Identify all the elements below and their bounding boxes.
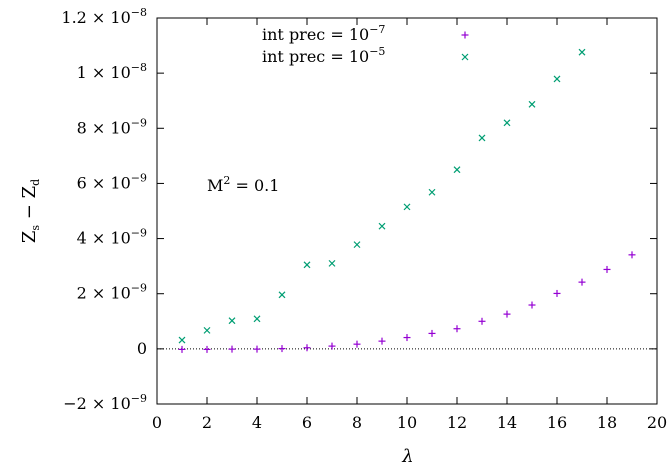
data-point-series-1 bbox=[503, 310, 511, 318]
data-point-series-2 bbox=[278, 291, 286, 299]
data-point-series-2 bbox=[528, 100, 536, 108]
data-point-series-1 bbox=[378, 337, 386, 345]
y-axis-ticks: −2 × 10−9 0 2 × 10−9 4 × 10−9 6 × 10−9 8 × 10… bbox=[61, 6, 657, 413]
data-point-series-2 bbox=[178, 336, 186, 344]
data-point-series-1 bbox=[453, 325, 461, 333]
data-point-series-1 bbox=[428, 329, 436, 337]
data-point-series-2 bbox=[253, 315, 261, 323]
data-point-series-1 bbox=[303, 344, 311, 352]
data-point-series-1 bbox=[253, 345, 261, 353]
data-point-series-1 bbox=[278, 345, 286, 353]
data-point-series-1 bbox=[528, 301, 536, 309]
x-tick-label: 8 bbox=[352, 413, 362, 432]
y-tick-label: 1.2 × 10−8 bbox=[61, 6, 147, 27]
data-points bbox=[178, 48, 636, 353]
legend-marker-plus bbox=[461, 31, 469, 39]
mass-annotation: M2 = 0.1 bbox=[207, 174, 279, 195]
x-tick-label: 2 bbox=[202, 413, 212, 432]
data-point-series-1 bbox=[228, 345, 236, 353]
y-tick-label: −2 × 10−9 bbox=[63, 392, 147, 413]
data-point-series-2 bbox=[228, 317, 236, 325]
x-tick-label: 0 bbox=[152, 413, 162, 432]
data-point-series-1 bbox=[178, 345, 186, 353]
data-point-series-2 bbox=[203, 326, 211, 334]
data-point-series-2 bbox=[328, 259, 336, 267]
legend-marker-cross bbox=[461, 53, 469, 61]
x-tick-label: 16 bbox=[547, 413, 567, 432]
y-tick-label: 6 × 10−9 bbox=[77, 171, 147, 192]
data-point-series-2 bbox=[303, 261, 311, 269]
data-point-series-1 bbox=[353, 340, 361, 348]
data-point-series-2 bbox=[578, 48, 586, 56]
legend: int prec = 10−7 int prec = 10−5 bbox=[262, 23, 469, 66]
data-point-series-2 bbox=[503, 119, 511, 127]
x-tick-label: 4 bbox=[252, 413, 262, 432]
data-point-series-1 bbox=[403, 334, 411, 342]
data-point-series-2 bbox=[353, 241, 361, 249]
data-point-series-1 bbox=[603, 265, 611, 273]
data-point-series-1 bbox=[328, 342, 336, 350]
x-tick-label: 18 bbox=[597, 413, 617, 432]
legend-marker-series-1 bbox=[461, 31, 469, 39]
y-tick-label: 0 bbox=[137, 339, 147, 358]
x-tick-label: 12 bbox=[447, 413, 467, 432]
y-tick-label: 1 × 10−8 bbox=[77, 61, 147, 82]
data-point-series-1 bbox=[628, 251, 636, 259]
x-tick-label: 20 bbox=[647, 413, 667, 432]
data-point-series-2 bbox=[553, 75, 561, 83]
data-point-series-2 bbox=[378, 222, 386, 230]
data-point-series-2 bbox=[403, 203, 411, 211]
x-tick-label: 10 bbox=[397, 413, 417, 432]
data-point-series-1 bbox=[553, 289, 561, 297]
y-tick-label: 4 × 10−9 bbox=[77, 227, 147, 248]
x-tick-label: 6 bbox=[302, 413, 312, 432]
x-axis-label: λ bbox=[401, 446, 413, 467]
y-tick-label: 2 × 10−9 bbox=[77, 282, 147, 303]
data-point-series-2 bbox=[478, 134, 486, 142]
data-point-series-1 bbox=[203, 345, 211, 353]
legend-marker-series-2 bbox=[461, 53, 469, 61]
data-point-series-1 bbox=[578, 278, 586, 286]
x-tick-label: 14 bbox=[497, 413, 517, 432]
data-point-series-2 bbox=[428, 188, 436, 196]
y-tick-label: 8 × 10−9 bbox=[77, 116, 147, 137]
legend-label-series-1: int prec = 10−7 bbox=[262, 23, 385, 44]
x-axis-ticks: 0 2 4 6 8 10 12 14 16 18 20 bbox=[152, 18, 667, 432]
y-axis-label: Zs − Zd bbox=[19, 179, 42, 243]
data-point-series-1 bbox=[478, 317, 486, 325]
legend-label-series-2: int prec = 10−5 bbox=[262, 45, 385, 66]
data-point-series-2 bbox=[453, 166, 461, 174]
